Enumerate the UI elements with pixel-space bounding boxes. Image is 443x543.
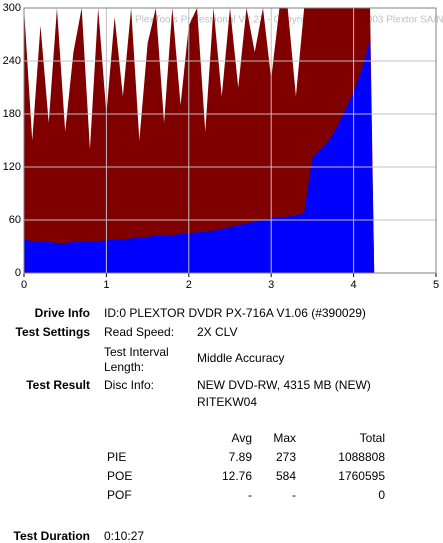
value: NEW DVD-RW, 4315 MB (NEW) (197, 378, 371, 392)
x-tick-label: 0 (21, 279, 27, 291)
cell: - (248, 488, 252, 502)
column-header: Avg (231, 431, 252, 445)
value: Test Interval Length: (104, 345, 169, 374)
value: ID:0 PLEXTOR DVDR PX-716A V1.06 (#390029… (104, 306, 366, 320)
x-tick-label: 3 (268, 279, 274, 291)
cell: - (292, 488, 296, 502)
y-tick-label: 240 (3, 55, 21, 67)
row-label: POE (107, 469, 133, 483)
value: 2X CLV (197, 325, 238, 339)
x-tick-label: 2 (186, 279, 192, 291)
value: RITEKW04 (197, 395, 258, 409)
label: Drive Info (34, 306, 90, 320)
row-label: PIE (107, 450, 127, 464)
value: Disc Info: (104, 378, 155, 392)
cell: 273 (275, 450, 296, 464)
x-tick-label: 1 (103, 279, 109, 291)
y-tick-label: 180 (3, 108, 21, 120)
label: Test Result (26, 378, 90, 392)
value: Middle Accuracy (197, 351, 285, 365)
column-header: Max (273, 431, 296, 445)
cell: 7.89 (228, 450, 252, 464)
chart: PlexTools Professional V2.23 - Copyright… (3, 2, 443, 291)
area (24, 8, 375, 273)
x-tick-label: 5 (433, 279, 439, 291)
cell: 584 (275, 469, 296, 483)
y-tick-label: 120 (3, 161, 21, 173)
row-label: POF (107, 488, 132, 502)
value: 0:10:27 (104, 529, 145, 543)
plot-border (23, 7, 437, 274)
y-tick-label: 0 (15, 267, 21, 279)
y-tick-label: 300 (3, 2, 21, 14)
cell: 1760595 (338, 469, 385, 483)
watermark: PlexTools Professional V2.23 - Copyright… (135, 15, 443, 26)
label: Test Duration (13, 529, 90, 543)
area (24, 38, 375, 273)
cell: 12.76 (221, 469, 252, 483)
cell: 1088808 (338, 450, 385, 464)
value: Read Speed: (104, 325, 175, 339)
x-tick-label: 4 (351, 279, 357, 291)
column-header: Total (359, 431, 385, 445)
cell: 0 (378, 488, 385, 502)
y-tick-label: 60 (9, 214, 21, 226)
label: Test Settings (15, 325, 90, 339)
